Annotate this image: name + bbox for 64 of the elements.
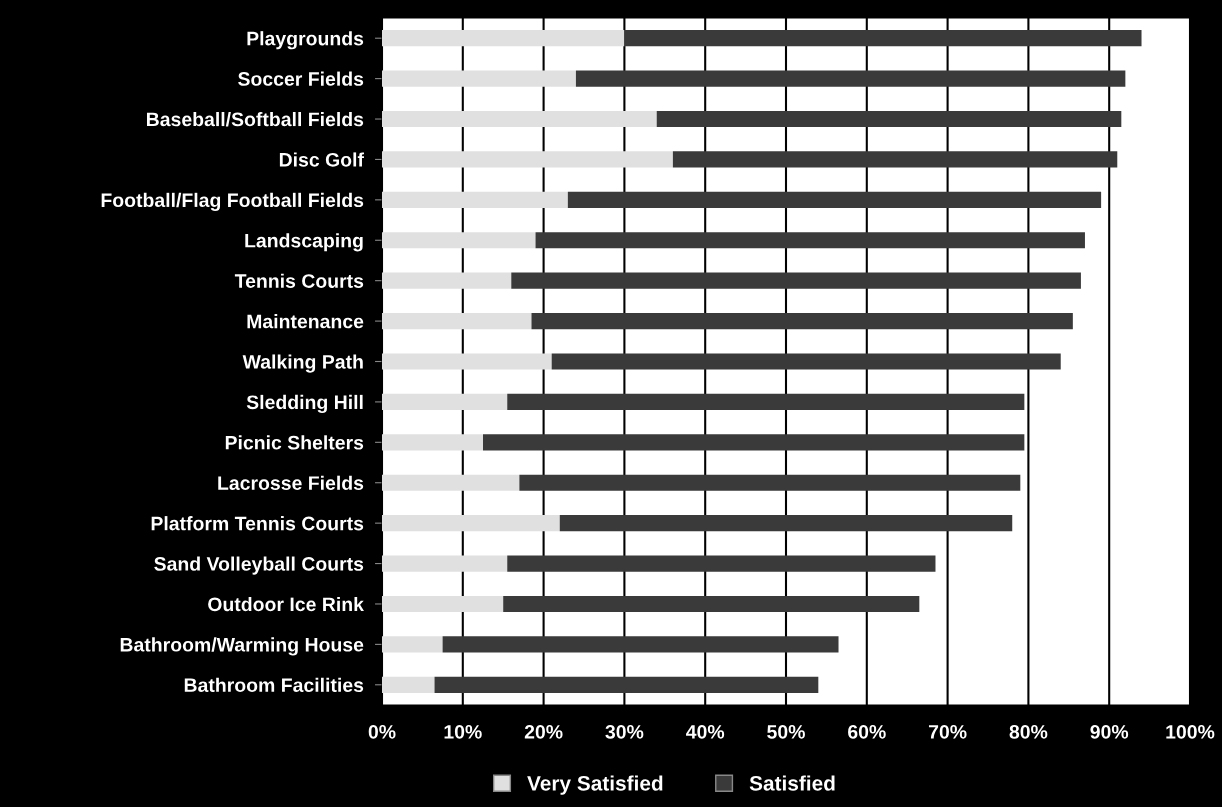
bar (434, 676, 819, 693)
y-tick-label: Platform Tennis Courts (151, 516, 364, 531)
x-tick-label: 80% (1009, 724, 1048, 739)
x-tick-label: 40% (686, 724, 725, 739)
x-tick-label: 60% (848, 724, 886, 739)
bar (575, 70, 1126, 87)
y-tick-label: Football/Flag Football Fields (101, 192, 364, 212)
bar (567, 191, 1102, 208)
x-tick-label: 50% (767, 724, 805, 739)
bar (382, 191, 568, 208)
bar (382, 313, 532, 330)
x-tick-label: 20% (524, 724, 563, 739)
bar (551, 353, 1061, 370)
y-tick-label: Picnic Shelters (225, 435, 364, 450)
bar (382, 353, 552, 370)
bar (382, 393, 508, 410)
y-tick-label: Lacrosse Fields (218, 475, 364, 490)
y-tick-label: Bathroom Facilities (184, 677, 364, 693)
x-tick-label: 90% (1090, 724, 1129, 739)
y-tick-label: Landscaping (245, 233, 363, 252)
bar (382, 515, 560, 532)
y-tick-label: Playgrounds (247, 31, 364, 50)
x-tick-label: 0% (368, 724, 396, 739)
y-tick-label: Disc Golf (279, 152, 364, 167)
x-tick-label: 70% (928, 724, 967, 739)
x-tick-label: 100% (1166, 724, 1215, 739)
y-tick-label: Soccer Fields (238, 71, 364, 86)
bar (503, 595, 920, 613)
bar (382, 232, 536, 249)
bar (519, 474, 1021, 491)
bar (382, 70, 576, 87)
bar (382, 110, 657, 128)
bar (382, 30, 625, 47)
bar (442, 636, 839, 653)
bar (531, 313, 1073, 330)
bar (656, 110, 1122, 128)
bar (507, 393, 1025, 410)
legend-label: Satisfied (749, 775, 835, 791)
bar (672, 151, 1118, 168)
y-tick-label: Bathroom/Warming House (120, 637, 364, 656)
bar (382, 474, 520, 491)
bar (382, 151, 673, 168)
bar (507, 555, 936, 572)
y-tick-label: Outdoor Ice Rink (208, 596, 364, 612)
bar (559, 515, 1013, 532)
y-tick-label: Sand Volleyball Courts (154, 556, 364, 575)
y-tick-label: Tennis Courts (234, 273, 364, 288)
bar (382, 434, 483, 451)
y-tick-label: Baseball/Softball Fields (147, 111, 364, 127)
bar (483, 434, 1025, 451)
y-tick-label: Maintenance (247, 314, 364, 329)
bar (382, 595, 504, 613)
bar (382, 272, 512, 289)
bar (624, 30, 1142, 47)
bar (535, 232, 1085, 249)
x-tick-label: 30% (605, 724, 644, 739)
y-tick-label: Walking Path (242, 354, 363, 373)
bar (382, 636, 443, 653)
bar (382, 676, 435, 693)
bar (511, 272, 1081, 289)
bar (382, 555, 508, 572)
legend-label: Very Satisfied (527, 775, 663, 795)
y-tick-label: Sledding Hill (246, 394, 363, 414)
x-tick-label: 10% (444, 724, 482, 739)
